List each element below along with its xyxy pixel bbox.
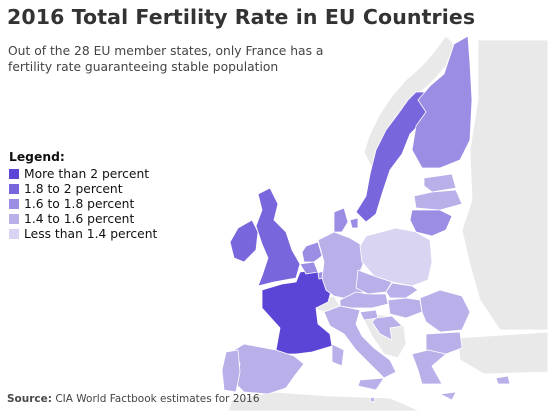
source-note: Source: CIA World Factbook estimates for… [7, 393, 260, 405]
country-bulgaria [425, 331, 463, 355]
country-lithuania [409, 209, 453, 237]
legend-item-more-than-2: More than 2 percent [9, 166, 157, 181]
legend-label: 1.4 to 1.6 percent [24, 211, 135, 226]
subtitle: Out of the 28 EU member states, only Fra… [8, 44, 324, 74]
legend-label: Less than 1.4 percent [24, 226, 158, 241]
legend-swatch [9, 213, 19, 224]
legend-item-1-4-to-1-6: 1.4 to 1.6 percent [9, 211, 157, 226]
country-hungary [387, 297, 423, 319]
legend-item-less-than-1-4: Less than 1.4 percent [9, 226, 157, 241]
legend: Legend: More than 2 percent 1.8 to 2 per… [9, 150, 157, 241]
legend-item-1-6-to-1-8: 1.6 to 1.8 percent [9, 196, 157, 211]
country-poland [359, 227, 433, 287]
legend-swatch [9, 198, 19, 209]
country-croatia [371, 315, 403, 341]
country-cyprus [495, 375, 511, 385]
legend-swatch [9, 183, 19, 194]
country-malta [369, 396, 376, 403]
turkey [457, 331, 549, 375]
source-text: CIA World Factbook estimates for 2016 [55, 393, 260, 405]
russia-belarus-ukraine [461, 39, 549, 331]
page-title: 2016 Total Fertility Rate in EU Countrie… [7, 5, 476, 29]
legend-label: More than 2 percent [24, 166, 150, 181]
country-estonia [423, 173, 457, 193]
country-slovakia [385, 282, 419, 299]
country-latvia [413, 189, 463, 211]
country-belgium [299, 261, 319, 275]
legend-label: 1.6 to 1.8 percent [24, 196, 135, 211]
country-portugal [221, 349, 241, 393]
country-ireland [229, 219, 259, 263]
legend-swatch [9, 168, 19, 179]
country-finland [411, 35, 473, 169]
legend-label: 1.8 to 2 percent [24, 181, 123, 196]
country-romania [419, 289, 471, 333]
country-denmark [333, 207, 359, 233]
legend-title: Legend: [9, 150, 65, 164]
legend-item-1-8-to-2: 1.8 to 2 percent [9, 181, 157, 196]
country-italy [323, 305, 397, 391]
country-greece [411, 349, 457, 401]
country-netherlands [301, 241, 323, 263]
legend-swatch [9, 228, 19, 239]
country-united-kingdom [255, 187, 301, 287]
source-label: Source: [7, 393, 52, 405]
